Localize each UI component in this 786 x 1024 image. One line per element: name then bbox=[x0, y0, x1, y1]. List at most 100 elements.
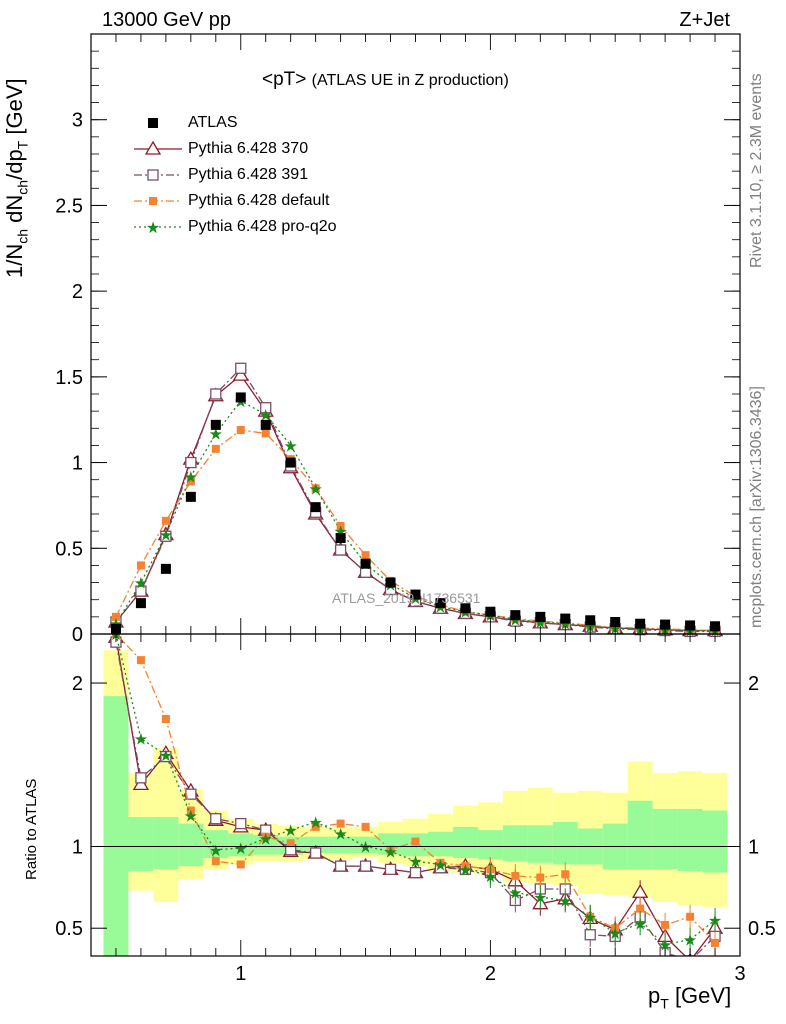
main-point-atlas-20 bbox=[610, 617, 621, 627]
band-inner-23 bbox=[677, 808, 703, 872]
ratio-point-pq2o-20: ★ bbox=[608, 924, 622, 943]
legend-entry-p391: Pythia 6.428 391 bbox=[134, 162, 464, 188]
band-inner-16 bbox=[502, 825, 528, 862]
main-point-pdefault-8 bbox=[311, 484, 320, 493]
legend-label-pq2o: Pythia 6.428 pro-q2o bbox=[188, 218, 337, 235]
ratio-point-pdefault-12 bbox=[411, 837, 420, 846]
main-point-pdefault-4 bbox=[211, 444, 220, 453]
ratio-ytick-label-1: 1 bbox=[72, 836, 83, 858]
ratio-point-pq2o-8: ★ bbox=[308, 813, 322, 832]
ratio-ytick-label-right-2: 2 bbox=[748, 673, 759, 695]
main-point-atlas-22 bbox=[660, 619, 671, 630]
ratio-point-pq2o-2: ★ bbox=[159, 746, 173, 765]
main-point-p391-1 bbox=[135, 585, 147, 597]
ratio-point-p391-5 bbox=[235, 817, 247, 830]
ratio-point-pq2o-19: ★ bbox=[583, 908, 597, 927]
main-point-p391-9 bbox=[334, 544, 347, 556]
energy-label: 13000 GeV pp bbox=[102, 9, 231, 31]
main-point-atlas-21 bbox=[635, 618, 646, 629]
main-point-p391-3 bbox=[185, 456, 197, 469]
main-point-p391-6 bbox=[260, 402, 272, 414]
ratio-point-pdefault-23 bbox=[686, 912, 695, 921]
ratio-point-pdefault-1 bbox=[136, 656, 145, 665]
ratio-point-pq2o-14: ★ bbox=[458, 860, 472, 879]
ratio-point-pq2o-1: ★ bbox=[134, 730, 148, 749]
main-point-atlas-17 bbox=[535, 611, 546, 622]
band-inner-22 bbox=[652, 808, 678, 870]
ratio-point-p391-1 bbox=[135, 772, 147, 784]
main-point-atlas-8 bbox=[310, 502, 321, 513]
ratio-series-group: ★★★★★ ★★ ★ ★★★ ★★ ★ ★ ★★ ★ ★★★★★ ★★ bbox=[107, 634, 724, 956]
ratio-point-pq2o-12: ★ bbox=[408, 852, 422, 871]
band-inner-18 bbox=[552, 821, 578, 865]
ratio-point-pdefault-13 bbox=[436, 858, 445, 867]
band-inner-5 bbox=[228, 833, 254, 857]
main-point-atlas-14 bbox=[460, 603, 471, 614]
legend-marker-pq2o: ★ bbox=[134, 218, 182, 237]
main-point-atlas-23 bbox=[685, 620, 696, 631]
main-point-p370-5 bbox=[232, 366, 249, 381]
legend-label-atlas: ATLAS bbox=[188, 114, 238, 131]
ratio-ytick-label-right-0.5: 0.5 bbox=[748, 918, 776, 940]
ratio-point-pdefault-4 bbox=[211, 857, 220, 866]
mcplots-label: mcplots.cern.ch [arXiv:1306.3436] bbox=[748, 386, 765, 628]
legend-label-p370: Pythia 6.428 370 bbox=[188, 140, 309, 157]
x-axis-label-unit: [GeV] bbox=[674, 983, 732, 1008]
ratio-point-pq2o-6: ★ bbox=[259, 829, 273, 848]
main-point-atlas-15 bbox=[485, 606, 496, 617]
ratio-point-p391-10 bbox=[359, 860, 372, 872]
ratio-line-pq2o bbox=[115, 634, 716, 946]
main-ytick-label-0: 0 bbox=[72, 624, 83, 646]
main-point-pq2o-2: ★ bbox=[159, 526, 173, 545]
main-point-pq2o-1: ★ bbox=[134, 574, 148, 593]
main-point-atlas-3 bbox=[185, 491, 196, 502]
legend: ATLAS Pythia 6.428 370 Pythia 6.428 391 … bbox=[134, 110, 464, 240]
ratio-point-pq2o-23: ★ bbox=[683, 931, 697, 950]
ratio-point-pq2o-7: ★ bbox=[284, 821, 298, 840]
axes-layer: 0 0.5 1 1.5 2 2.5 3 0.5 0.5 1 1 2 2 1 2 3 bbox=[55, 33, 776, 985]
ratio-ytick-label-right-1: 1 bbox=[748, 836, 759, 858]
ratio-point-p391-9 bbox=[334, 860, 347, 872]
legend-entry-pdefault: Pythia 6.428 default bbox=[134, 188, 464, 214]
xtick-label-1: 1 bbox=[235, 963, 246, 985]
band-inner-0 bbox=[103, 696, 129, 956]
legend-label-p391: Pythia 6.428 391 bbox=[188, 166, 309, 183]
main-point-atlas-5 bbox=[235, 392, 246, 403]
main-point-pq2o-7: ★ bbox=[284, 436, 298, 455]
ratio-point-pdefault-17 bbox=[536, 873, 545, 882]
ratio-point-pq2o-17: ★ bbox=[533, 888, 547, 907]
main-point-pdefault-9 bbox=[336, 522, 345, 530]
ratio-point-pq2o-13: ★ bbox=[433, 855, 447, 874]
band-inner-9 bbox=[328, 836, 354, 854]
band-inner-3 bbox=[178, 823, 204, 867]
ratio-point-pq2o-22: ★ bbox=[658, 936, 672, 955]
ratio-point-pdefault-22 bbox=[661, 920, 670, 929]
main-point-pdefault-1 bbox=[136, 561, 145, 570]
main-point-atlas-9 bbox=[335, 533, 346, 543]
legend-marker-pdefault bbox=[134, 197, 182, 205]
band-inner-11 bbox=[378, 833, 404, 855]
main-point-pdefault-5 bbox=[236, 426, 245, 434]
rivet-version-label: Rivet 3.1.10, ≥ 2.3M events bbox=[748, 73, 765, 268]
ratio-point-pq2o-24: ★ bbox=[708, 911, 722, 930]
ratio-point-pq2o-11: ★ bbox=[383, 842, 397, 861]
ratio-point-pdefault-2 bbox=[161, 714, 170, 723]
ratio-point-pq2o-3: ★ bbox=[184, 806, 198, 825]
main-point-atlas-1 bbox=[135, 598, 146, 609]
main-point-pq2o-3: ★ bbox=[184, 467, 198, 486]
ratio-point-pq2o-4: ★ bbox=[209, 841, 223, 860]
x-axis-label: pT [GeV] bbox=[648, 983, 732, 1011]
main-point-atlas-2 bbox=[160, 563, 171, 574]
main-point-atlas-10 bbox=[360, 558, 371, 569]
main-point-atlas-19 bbox=[585, 615, 596, 626]
main-point-pdefault-3 bbox=[186, 477, 195, 486]
plot-title-main: <pT> bbox=[262, 69, 307, 90]
band-inner-24 bbox=[702, 810, 728, 873]
x-axis-label-main: p bbox=[648, 983, 661, 1008]
main-point-pdefault-6 bbox=[261, 429, 270, 438]
band-inner-10 bbox=[353, 836, 379, 854]
main-point-pq2o-8: ★ bbox=[308, 479, 322, 498]
legend-entry-pq2o: ★ Pythia 6.428 pro-q2o bbox=[134, 214, 464, 240]
legend-label-pdefault: Pythia 6.428 default bbox=[188, 192, 330, 209]
